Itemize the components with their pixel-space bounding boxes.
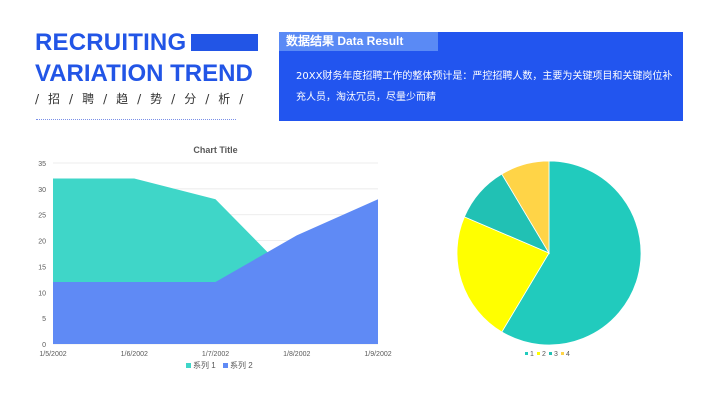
legend-label: 系列 2 — [230, 360, 253, 370]
x-tick-label: 1/7/2002 — [202, 351, 229, 358]
y-tick-label: 15 — [38, 264, 46, 271]
data-result-box: 数据结果 Data Result 20XX财务年度招聘工作的整体预计是：严控招聘… — [279, 32, 683, 121]
x-tick-label: 1/5/2002 — [39, 351, 66, 358]
y-tick-label: 35 — [38, 161, 46, 168]
pie-slice-4 — [501, 160, 550, 255]
y-tick-label: 25 — [38, 213, 46, 220]
pie-legend-label: 1 — [530, 351, 534, 358]
title-line-1: RECRUITING — [35, 29, 187, 56]
subtitle: /招/聘/趋/势/分/析/ — [35, 92, 253, 106]
legend-swatch — [186, 363, 191, 368]
title-accent-bar — [191, 34, 258, 51]
pie-legend-label: 2 — [542, 351, 546, 358]
y-tick-label: 20 — [38, 239, 46, 246]
x-tick-label: 1/9/2002 — [364, 351, 391, 358]
legend-swatch — [223, 363, 228, 368]
pie-legend-swatch — [561, 352, 564, 355]
pie-legend-swatch — [549, 352, 552, 355]
pie-legend-swatch — [537, 352, 540, 355]
y-tick-label: 5 — [42, 316, 46, 323]
area-series-2 — [53, 199, 378, 344]
pie-slice-2 — [456, 216, 550, 333]
data-result-heading: 数据结果 Data Result — [279, 32, 438, 51]
pie-legend-swatch — [525, 352, 528, 355]
pie-legend-label: 3 — [554, 351, 558, 358]
pie-legend-label: 4 — [566, 351, 570, 358]
y-tick-label: 0 — [42, 342, 46, 349]
chart-title: Chart Title — [193, 145, 237, 155]
x-tick-label: 1/8/2002 — [283, 351, 310, 358]
x-tick-label: 1/6/2002 — [121, 351, 148, 358]
title-line-2: VARIATION TREND — [35, 60, 253, 87]
dotted-divider — [36, 119, 236, 120]
legend-label: 系列 1 — [193, 360, 216, 370]
y-tick-label: 10 — [38, 290, 46, 297]
data-result-text: 20XX财务年度招聘工作的整体预计是：严控招聘人数，主要为关键项目和关键岗位补充… — [296, 71, 673, 103]
y-tick-label: 30 — [38, 187, 46, 194]
pie-slice-1 — [501, 160, 642, 346]
